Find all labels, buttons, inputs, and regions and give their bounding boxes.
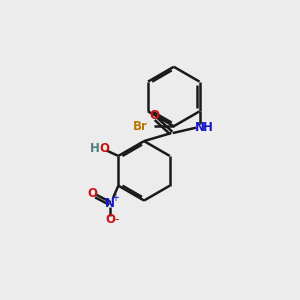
Text: O: O	[99, 142, 109, 155]
Text: N: N	[194, 121, 205, 134]
Text: O: O	[88, 188, 98, 200]
Text: H: H	[90, 142, 100, 155]
Text: H: H	[203, 121, 213, 134]
Text: -: -	[114, 213, 119, 226]
Text: +: +	[111, 193, 119, 203]
Text: Br: Br	[133, 120, 148, 133]
Text: O: O	[149, 109, 159, 122]
Text: N: N	[105, 197, 115, 210]
Text: O: O	[105, 213, 115, 226]
